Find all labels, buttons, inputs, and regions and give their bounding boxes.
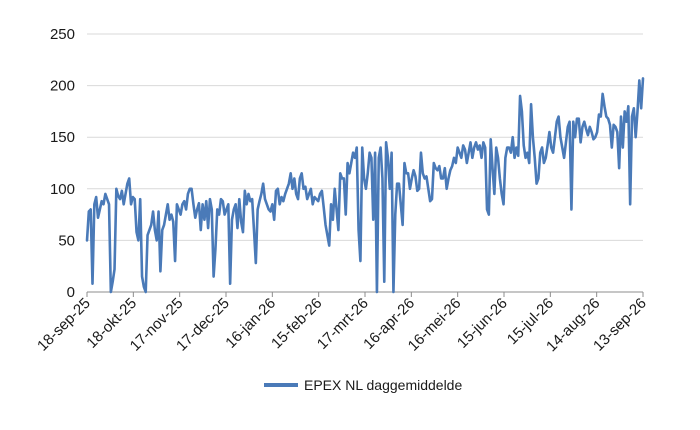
x-tick-label: 15-jun-26	[454, 295, 511, 352]
legend-label: EPEX NL daggemiddelde	[304, 377, 463, 393]
y-tick-label: 50	[58, 232, 75, 249]
y-tick-label: 200	[50, 78, 75, 95]
legend: EPEX NL daggemiddelde	[264, 377, 462, 393]
series-line	[85, 77, 645, 294]
x-tick-label: 18-sep-25	[34, 295, 94, 355]
y-tick-label: 250	[50, 26, 75, 43]
y-tick-label: 100	[50, 181, 75, 198]
grid-lines	[87, 33, 643, 293]
series-layer	[85, 77, 645, 294]
y-axis-tick-labels: 0 50 100 150 200 250	[50, 26, 75, 301]
y-tick-label: 150	[50, 129, 75, 146]
x-axis	[86, 291, 644, 297]
y-tick-label: 0	[67, 284, 75, 301]
x-axis-tick-labels: 18-sep-2518-okt-2517-nov-2517-dec-2516-j…	[34, 295, 650, 355]
legend-swatch	[264, 383, 298, 387]
